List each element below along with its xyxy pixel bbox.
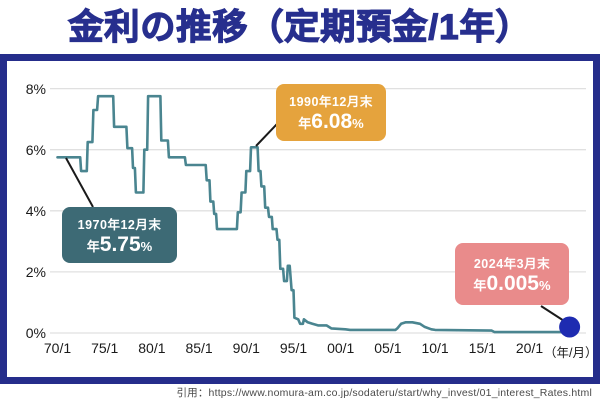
annotation-value: 年6.08%: [298, 110, 364, 134]
annotation-value: 年5.75%: [86, 232, 153, 256]
y-axis-label: 6%: [25, 141, 46, 158]
y-axis-label: 2%: [25, 263, 46, 280]
page-title: 金利の推移（定期預金/1年）: [68, 7, 532, 47]
x-axis-label: 90/1: [232, 340, 260, 356]
annotation-date: 2024年3月末: [473, 256, 551, 271]
rate-line: [56, 94, 571, 334]
annotation-date: 1970年12月末: [77, 217, 162, 232]
leader-line: [540, 305, 564, 321]
leader-line: [65, 157, 94, 208]
annotation-1990: 1990年12月末 年6.08%: [276, 84, 386, 141]
x-axis-unit-label: （年/月）: [544, 346, 598, 360]
annotation-value: 年0.005%: [473, 271, 551, 295]
annotation-2024: 2024年3月末 年0.005%: [455, 243, 569, 305]
x-axis-label: 70/1: [43, 340, 72, 356]
y-axis-label: 8%: [25, 80, 46, 97]
annotation-date: 1990年12月末: [289, 95, 373, 110]
x-axis-label: 10/1: [421, 340, 449, 356]
x-axis-label: 95/1: [279, 340, 308, 356]
y-axis-label: 0%: [25, 325, 46, 341]
source-citation: 引用：https://www.nomura-am.co.jp/sodateru/…: [176, 387, 592, 399]
end-point-dot: [559, 316, 581, 338]
leader-line: [255, 123, 278, 147]
x-axis-label: 15/1: [468, 340, 496, 356]
x-axis-label: 00/1: [327, 340, 355, 356]
x-axis-label: 20/1: [515, 340, 544, 356]
x-axis-label: 80/1: [138, 340, 166, 356]
annotation-1970: 1970年12月末 年5.75%: [62, 207, 177, 263]
y-axis-label: 4%: [25, 202, 46, 219]
x-axis-label: 85/1: [185, 340, 213, 356]
x-axis-label: 75/1: [91, 340, 119, 356]
x-axis-label: 05/1: [374, 340, 402, 356]
